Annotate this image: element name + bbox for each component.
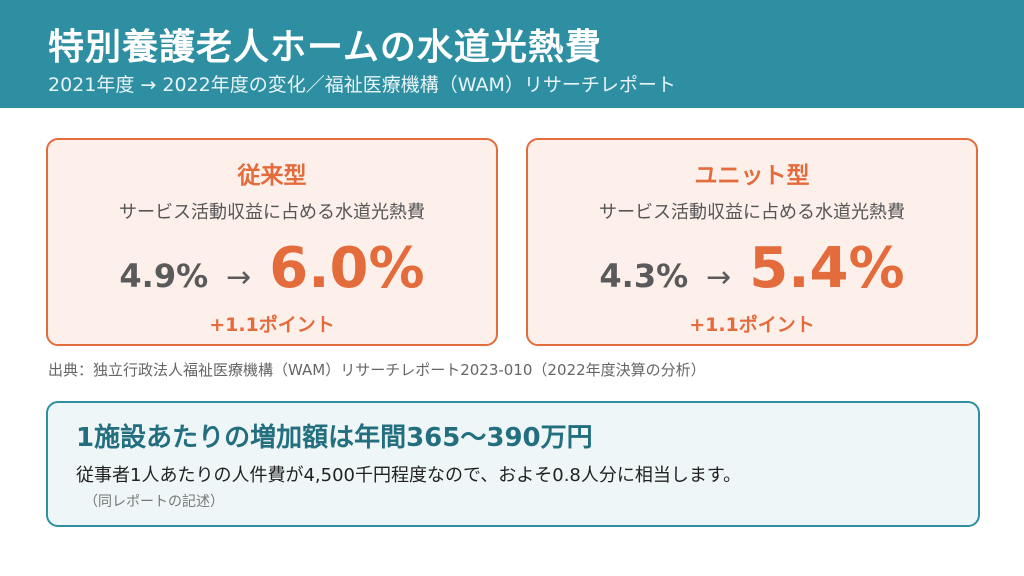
value-after: 6.0% (269, 236, 425, 301)
page-subtitle: 2021年度 → 2022年度の変化／福祉医療機構（WAM）リサーチレポート (48, 74, 676, 96)
value-delta: +1.1ポイント (689, 314, 815, 336)
summary-box: 1施設あたりの増加額は年間365〜390万円 従事者1人あたりの人件費が4,50… (46, 401, 980, 527)
page-title: 特別養護老人ホームの水道光熱費 (48, 27, 602, 68)
value-delta: +1.1ポイント (209, 314, 335, 336)
card-values: 4.3% → 5.4% (528, 236, 976, 308)
summary-text: 従事者1人あたりの人件費が4,500千円程度なので、およそ0.8人分に相当します… (76, 465, 742, 486)
card-unit: ユニット型 サービス活動収益に占める水道光熱費 4.3% → 5.4% +1.1… (526, 138, 978, 346)
value-before: 4.9% (119, 257, 209, 295)
card-description: サービス活動収益に占める水道光熱費 (119, 202, 425, 223)
card-title: ユニット型 (694, 163, 810, 189)
card-title: 従来型 (237, 163, 307, 189)
summary-note: （同レポートの記述） (84, 494, 224, 510)
value-before: 4.3% (599, 257, 689, 295)
summary-title: 1施設あたりの増加額は年間365〜390万円 (76, 423, 593, 453)
arrow-right-icon: → (706, 260, 732, 295)
value-after: 5.4% (749, 236, 905, 301)
header-banner: 特別養護老人ホームの水道光熱費 2021年度 → 2022年度の変化／福祉医療機… (0, 0, 1024, 108)
card-description: サービス活動収益に占める水道光熱費 (599, 202, 905, 223)
card-conventional: 従来型 サービス活動収益に占める水道光熱費 4.9% → 6.0% +1.1ポイ… (46, 138, 498, 346)
arrow-right-icon: → (226, 260, 252, 295)
card-values: 4.9% → 6.0% (48, 236, 496, 308)
source-citation: 出典：独立行政法人福祉医療機構（WAM）リサーチレポート2023-010（202… (48, 361, 706, 379)
